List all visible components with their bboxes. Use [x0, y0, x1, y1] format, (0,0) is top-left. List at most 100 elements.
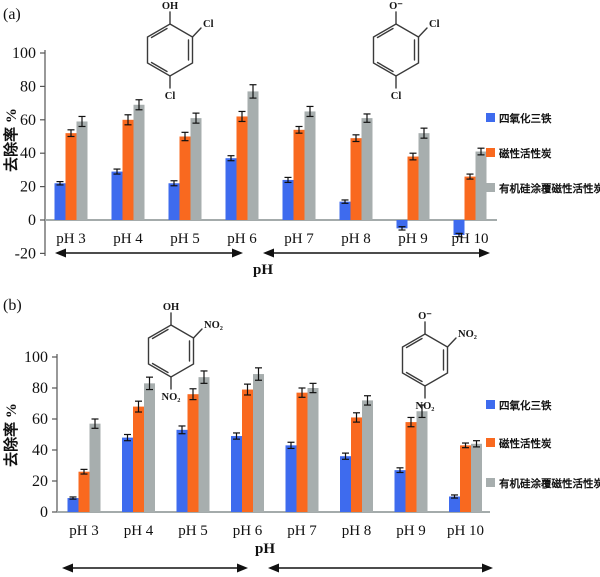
- bar: [190, 118, 202, 220]
- y-tick-label: 80: [32, 380, 48, 397]
- structure-dinitrophenolate: O⁻ NO₂ NO₂: [401, 311, 477, 412]
- legend-label: 四氧化三铁: [499, 399, 552, 412]
- category-label: pH 10: [451, 231, 488, 247]
- bar: [168, 183, 180, 220]
- bar: [418, 133, 430, 220]
- category-label: pH 3: [69, 523, 99, 539]
- category-label: pH 6: [233, 523, 263, 539]
- bar: [176, 429, 188, 512]
- bar: [247, 91, 259, 220]
- arrow-right-head-icon: [482, 563, 493, 573]
- bar: [475, 151, 487, 220]
- bar: [453, 220, 465, 236]
- substituent-label: OH: [162, 1, 178, 12]
- y-tick-label: 60: [20, 112, 36, 129]
- bar: [407, 156, 419, 220]
- bar: [111, 171, 123, 220]
- bar-chart-panel-a: 100 80 60 40 20 0 -20 去除率 % pH 3 pH 4 pH 5 pH 6 pH 7…: [2, 45, 600, 278]
- y-tick-label: 0: [28, 212, 36, 229]
- bar: [460, 445, 471, 512]
- bar: [198, 377, 210, 512]
- bar: [394, 470, 406, 512]
- arrow-right-head-icon: [237, 563, 248, 573]
- legend-label: 有机硅涂覆磁性活性炭: [499, 182, 600, 195]
- bar: [76, 121, 88, 220]
- bar: [304, 111, 316, 220]
- bar: [225, 158, 237, 220]
- double-bond: [405, 371, 423, 383]
- category-label: pH 4: [113, 231, 143, 247]
- bond: [192, 328, 203, 339]
- bar: [351, 417, 362, 512]
- bar: [89, 423, 101, 512]
- bar: [144, 383, 155, 512]
- benzene-ring: [146, 23, 194, 77]
- category-label: pH 8: [342, 523, 372, 539]
- category-label: pH 4: [124, 523, 154, 539]
- benzene-ring: [372, 23, 420, 77]
- arrow-left-head-icon: [62, 563, 73, 573]
- orange-square-swatch: [486, 148, 495, 157]
- arrow-left-head-icon: [55, 248, 66, 258]
- structure-dinitrophenol: OH NO₂ NO₂: [147, 302, 223, 403]
- bar: [405, 422, 417, 512]
- bar: [253, 374, 264, 512]
- double-bond: [405, 337, 423, 349]
- x-axis-title: pH: [253, 262, 273, 278]
- double-bond: [151, 328, 169, 340]
- y-tick-label: 60: [32, 411, 48, 428]
- y-axis-title: 去除率 %: [2, 108, 20, 172]
- panel-b-label: (b): [3, 297, 22, 314]
- bar: [464, 176, 476, 220]
- gray-square-swatch: [486, 478, 495, 487]
- substituent-label: O⁻: [389, 1, 403, 12]
- substituent-label: Cl: [203, 19, 214, 30]
- y-tick-label: 40: [32, 442, 48, 459]
- bar: [67, 498, 79, 512]
- y-tick-label: 80: [20, 78, 36, 95]
- bar: [133, 104, 145, 220]
- double-bond: [151, 362, 169, 374]
- panel-a-label: (a): [3, 6, 21, 23]
- orange-square-swatch: [486, 438, 495, 447]
- substituent-label: O⁻: [418, 311, 432, 322]
- bar: [396, 220, 408, 229]
- bar: [78, 471, 90, 512]
- bar: [285, 445, 297, 512]
- substituent-label: Cl: [165, 91, 176, 102]
- legend-label: 有机硅涂覆磁性活性炭: [499, 477, 600, 490]
- y-tick-label: 0: [40, 504, 48, 521]
- y-tick-label: 40: [20, 145, 36, 162]
- substituent-label: Cl: [391, 91, 402, 102]
- y-tick-label: 20: [32, 473, 48, 490]
- bar: [133, 406, 144, 512]
- category-label: pH 9: [398, 231, 428, 247]
- arrow-left-head-icon: [268, 563, 279, 573]
- substituent-label: Cl: [429, 19, 440, 30]
- arrow-right-head-icon: [479, 248, 490, 258]
- bar: [179, 136, 191, 220]
- bar: [416, 411, 428, 512]
- bar: [350, 138, 362, 220]
- y-tick-label: 20: [20, 179, 36, 196]
- bar: [65, 133, 77, 220]
- substituent-label: NO₂: [162, 392, 181, 403]
- double-bond: [376, 61, 394, 73]
- bar: [242, 389, 253, 512]
- benzene-ring: [401, 333, 449, 387]
- category-label: pH 8: [341, 231, 371, 247]
- bar: [187, 394, 199, 512]
- double-bond: [150, 61, 168, 73]
- double-bond: [150, 27, 168, 39]
- gray-square-swatch: [486, 183, 495, 192]
- bar: [122, 119, 134, 220]
- legend-label: 磁性活性炭: [499, 147, 552, 160]
- bar: [293, 129, 305, 220]
- bond: [417, 27, 428, 38]
- category-label: pH 5: [170, 231, 200, 247]
- category-label: pH 6: [227, 231, 257, 247]
- category-label: pH 7: [287, 523, 317, 539]
- arrow-right-head-icon: [232, 248, 243, 258]
- substituent-label: NO₂: [204, 320, 223, 331]
